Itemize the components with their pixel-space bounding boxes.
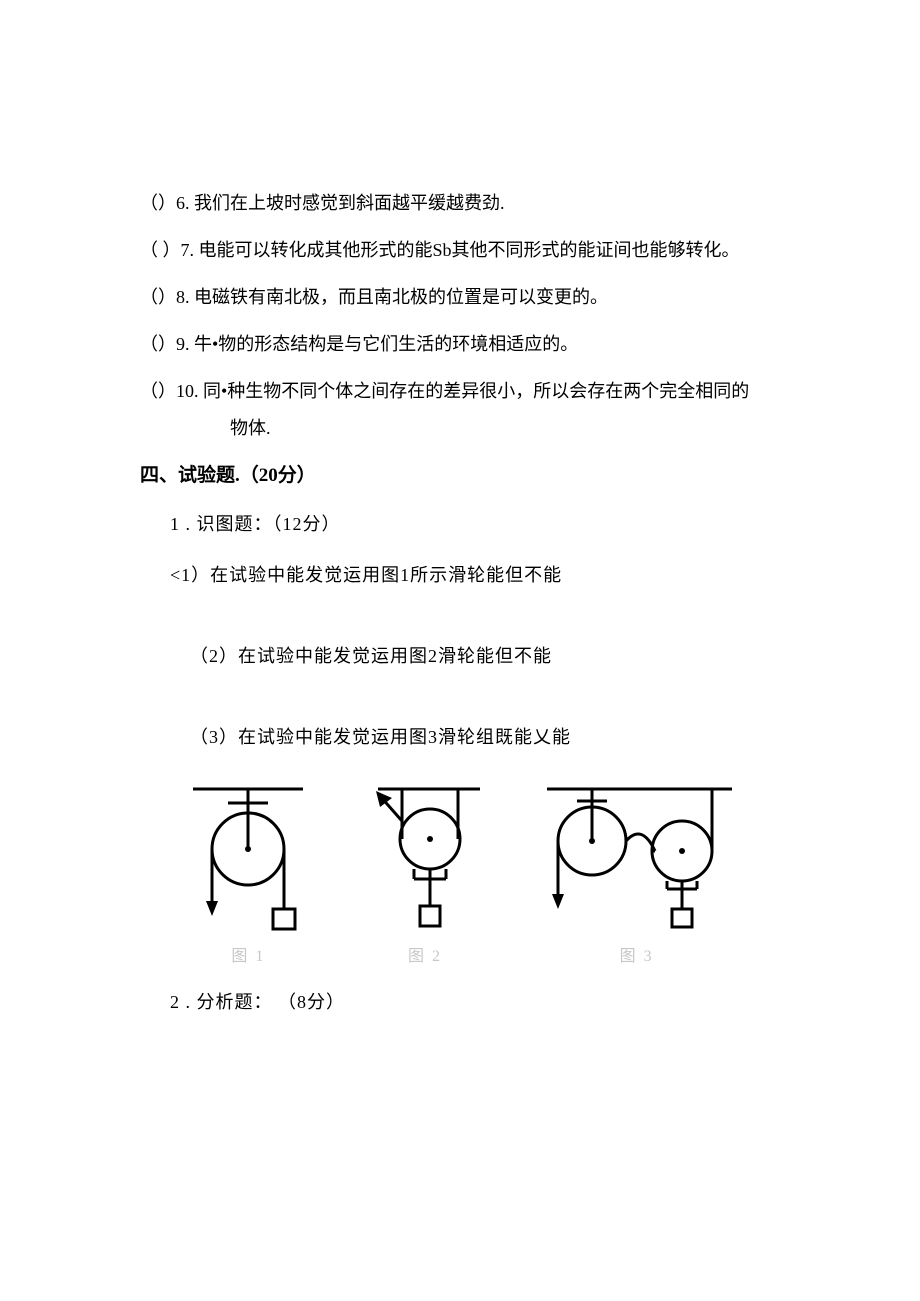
question-8: （）8. 电磁铁有南北极，而且南北极的位置是可以变更的。 bbox=[140, 284, 780, 311]
prompt-1: <1）在试验中能发觉运用图1所示滑轮能但不能 bbox=[140, 562, 780, 589]
question-7: （ ）7. 电能可以转化成其他形式的能Sb其他不同形式的能证间也能够转化。 bbox=[140, 237, 780, 264]
pulley-diagram-3 bbox=[537, 781, 737, 931]
diagram-2: 图 2 bbox=[360, 781, 490, 969]
sub-question-1: 1 . 识图题：（12分） bbox=[140, 511, 780, 538]
question-10-line1: （）10. 同•种生物不同个体之间存在的差异很小，所以会存在两个完全相同的 bbox=[140, 378, 780, 405]
diagram-2-label: 图 2 bbox=[408, 945, 442, 969]
pulley-diagram-1 bbox=[183, 781, 313, 931]
sub-question-2: 2 . 分析题： （8分） bbox=[140, 989, 780, 1016]
diagram-3-label: 图 3 bbox=[620, 945, 654, 969]
question-6: （）6. 我们在上坡时感觉到斜面越平缓越费劲. bbox=[140, 190, 780, 217]
diagram-3: 图 3 bbox=[537, 781, 737, 969]
section-heading: 四、试验题.（20分） bbox=[140, 462, 780, 491]
diagram-1: 图 1 bbox=[183, 781, 313, 969]
diagram-1-label: 图 1 bbox=[231, 945, 265, 969]
diagrams-row: 图 1 图 2 bbox=[140, 781, 780, 969]
question-10-line2: 物体. bbox=[140, 415, 780, 442]
pulley-diagram-2 bbox=[360, 781, 490, 931]
prompt-2: （2）在试验中能发觉运用图2滑轮能但不能 bbox=[140, 643, 780, 670]
question-9: （）9. 牛•物的形态结构是与它们生活的环境相适应的。 bbox=[140, 331, 780, 358]
prompt-3: （3）在试验中能发觉运用图3滑轮组既能乂能 bbox=[140, 724, 780, 751]
